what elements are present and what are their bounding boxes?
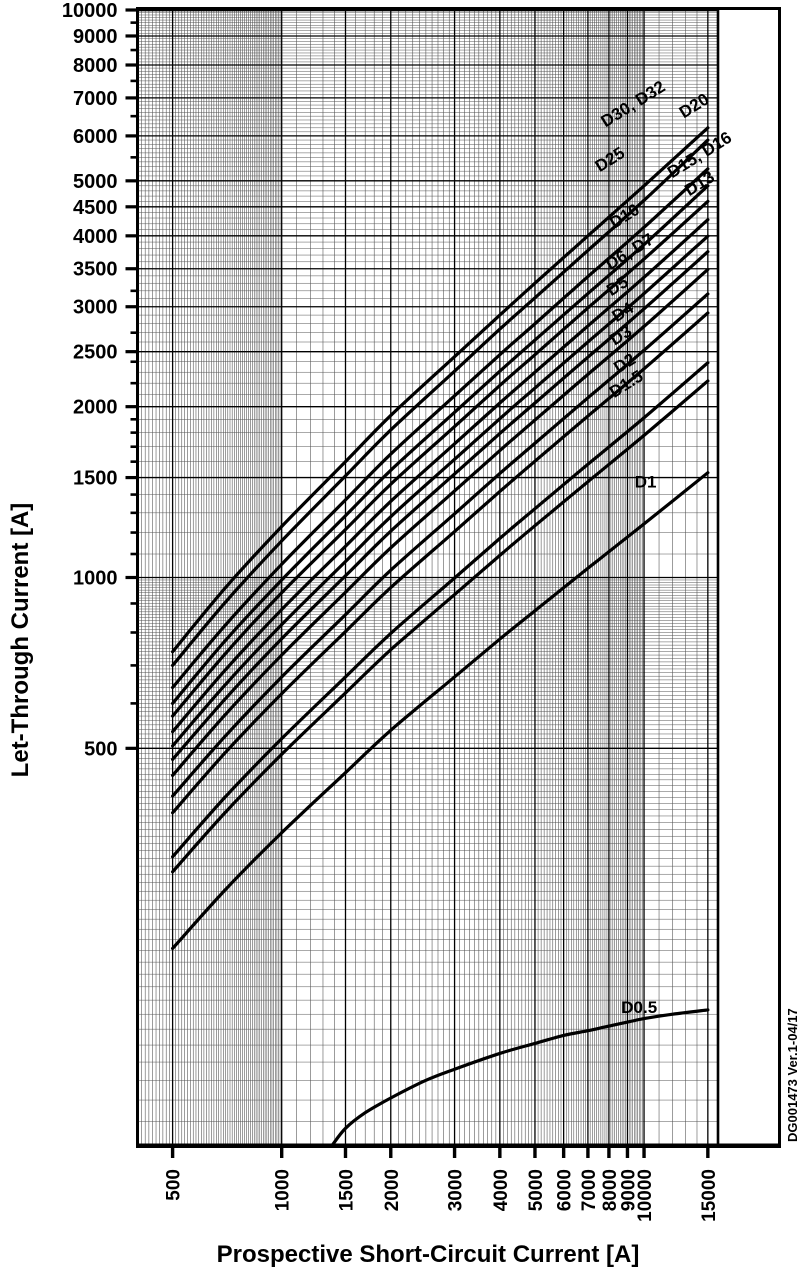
y-tick-label: 3500 (73, 259, 118, 281)
x-tick-label: 9000 (618, 1169, 639, 1211)
y-tick-label: 10000 (62, 0, 118, 22)
curve-d20 (171, 167, 710, 690)
curve-label: D0.5 (621, 998, 657, 1017)
y-tick-label: 8000 (73, 55, 118, 77)
curve-d8 (171, 234, 710, 748)
curve-d6-d7 (171, 250, 710, 762)
curve-d1-5 (171, 379, 710, 874)
x-axis-ticks: 500 1000 1500 2000 3000 4000 5000 6000 7000 80009… (164, 1145, 720, 1222)
x-tick-label: 1500 (337, 1169, 358, 1211)
y-tick-label: 500 (84, 738, 117, 760)
curve-d15-d16 (171, 184, 710, 705)
y-tick-label: 2000 (73, 397, 118, 419)
y-tick-label: 4000 (73, 226, 118, 248)
curve-d10 (171, 218, 710, 734)
y-tick-label: 2500 (73, 342, 118, 364)
x-tick-label: 8000 (600, 1169, 621, 1211)
x-tick-label: 6000 (555, 1169, 576, 1211)
y-tick-label: 7000 (73, 88, 118, 110)
curve-lines (171, 126, 710, 1147)
curve-d3 (171, 311, 710, 815)
curve-d5 (171, 267, 710, 777)
curve-d4 (171, 292, 710, 798)
curve-d13 (171, 199, 710, 718)
y-axis-title: Let-Through Current [A] (7, 503, 34, 778)
x-tick-label: 5000 (526, 1169, 547, 1211)
x-tick-label: 10000 (635, 1169, 656, 1222)
y-tick-label: 1000 (73, 568, 118, 590)
y-tick-label: 3000 (73, 297, 118, 319)
x-tick-label: 2000 (382, 1169, 403, 1211)
x-tick-label: 3000 (446, 1169, 467, 1211)
x-tick-label: 4000 (491, 1169, 512, 1211)
y-axis-ticks: 500 1000 1500 2000 2500 3000 3500 4000 4500 5000 6… (62, 0, 138, 760)
y-tick-label: 9000 (73, 26, 118, 48)
x-tick-label: 7000 (579, 1169, 600, 1211)
y-tick-label: 5000 (73, 171, 118, 193)
curve-d30-d32 (171, 126, 710, 654)
curve-d1 (171, 471, 710, 951)
x-axis-title: Prospective Short-Circuit Current [A] (217, 1241, 640, 1268)
x-tick-label: 500 (164, 1169, 185, 1201)
y-tick-label: 4500 (73, 197, 118, 219)
y-tick-label: 6000 (73, 126, 118, 148)
x-tick-label: 1000 (273, 1169, 294, 1211)
curve-d2 (171, 361, 710, 859)
curve-label: D1 (635, 473, 657, 492)
curve-d0-5 (330, 1008, 710, 1147)
document-id: DG001473 Ver.1-04/17 (785, 1008, 800, 1142)
y-tick-label: 1500 (73, 468, 118, 490)
x-tick-label: 15000 (699, 1169, 720, 1222)
curve-d25 (171, 138, 710, 668)
